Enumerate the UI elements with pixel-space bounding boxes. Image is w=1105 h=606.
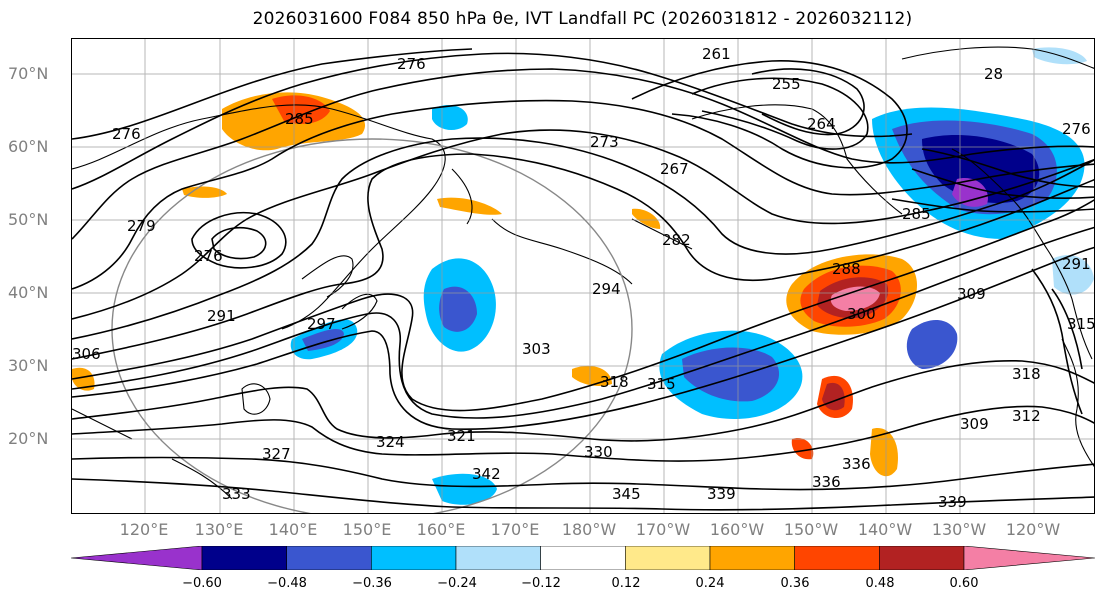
- colorbar-tick: −0.12: [521, 576, 561, 591]
- landfall-domain-circle: [111, 138, 633, 513]
- contour-label: 312: [1012, 407, 1041, 425]
- colorbar-tick: −0.24: [437, 576, 477, 591]
- map-panel: 276 285 276 261 255 273 267 264 279 276 …: [71, 38, 1095, 514]
- contour-label: 315: [647, 375, 676, 393]
- contour-label: 294: [592, 280, 621, 298]
- contour-label: 282: [662, 231, 691, 249]
- colorbar-segment: [371, 546, 457, 570]
- contour-label: 309: [957, 285, 986, 303]
- lat-label: 60°N: [8, 137, 49, 156]
- gridlines: [72, 39, 1094, 513]
- contour-label: 297: [307, 315, 336, 333]
- contour-label: 327: [262, 445, 291, 463]
- colorbar-tick: 0.36: [780, 576, 810, 591]
- contour-label: 276: [1062, 120, 1091, 138]
- colorbar-tick: −0.36: [352, 576, 392, 591]
- lon-label: 160°W: [709, 520, 765, 539]
- lat-label: 40°N: [8, 283, 49, 302]
- map-canvas: 276 285 276 261 255 273 267 264 279 276 …: [72, 39, 1095, 513]
- colorbar-tick: 0.48: [865, 576, 895, 591]
- lon-label: 180°W: [561, 520, 617, 539]
- lat-label: 70°N: [8, 64, 49, 83]
- lat-label: 50°N: [8, 210, 49, 229]
- contour-label: 279: [127, 217, 156, 235]
- lon-label: 150°E: [342, 520, 392, 539]
- contour-label: 285: [285, 110, 314, 128]
- contour-label: 300: [847, 305, 876, 323]
- contour-label: 330: [584, 443, 613, 461]
- lat-label: 20°N: [8, 429, 49, 448]
- contour-label: 345: [612, 485, 641, 503]
- contour-label: 315: [1067, 315, 1095, 333]
- contour-label: 255: [772, 75, 801, 93]
- contour-label: 261: [702, 45, 731, 63]
- lon-label: 120°E: [119, 520, 169, 539]
- contour-label: 321: [447, 427, 476, 445]
- contour-label: 303: [522, 340, 551, 358]
- colorbar-segment: [71, 546, 203, 570]
- lat-label: 30°N: [8, 356, 49, 375]
- contour-label: 336: [842, 455, 871, 473]
- colorbar-tick: −0.48: [267, 576, 307, 591]
- theta-e-contours: [72, 48, 1094, 511]
- contour-label: 273: [590, 133, 619, 151]
- colorbar-segment: [625, 546, 711, 570]
- contour-label: 309: [960, 415, 989, 433]
- ivt-pc-shading: [72, 47, 1094, 505]
- contour-label: 288: [832, 260, 861, 278]
- colorbar-tick: 0.24: [695, 576, 725, 591]
- colorbar-segment: [879, 546, 965, 570]
- colorbar-segment: [794, 546, 880, 570]
- colorbar-segment: [455, 546, 541, 570]
- colorbar-segment: [286, 546, 372, 570]
- contour-label: 264: [807, 115, 836, 133]
- contour-label: 318: [600, 373, 629, 391]
- colorbar-segment: [963, 546, 1095, 570]
- figure-title: 2026031600 F084 850 hPa θe, IVT Landfall…: [252, 9, 913, 29]
- contour-label: 339: [707, 485, 736, 503]
- lon-label: 150°W: [783, 520, 839, 539]
- coastlines: [72, 46, 1094, 500]
- lon-label: 130°W: [931, 520, 987, 539]
- lon-label: 160°E: [416, 520, 466, 539]
- contour-label: 276: [194, 247, 223, 265]
- contour-label: 339: [938, 493, 967, 511]
- contour-label: 285: [902, 205, 931, 223]
- contour-label: 28: [984, 65, 1003, 83]
- contour-label: 291: [1062, 255, 1091, 273]
- contour-label: 276: [112, 125, 141, 143]
- colorbar-segment: [709, 546, 795, 570]
- colorbar: [71, 546, 1095, 570]
- contour-label: 342: [472, 465, 501, 483]
- lon-label: 140°E: [268, 520, 318, 539]
- contour-label: 267: [660, 160, 689, 178]
- contour-label: 336: [812, 473, 841, 491]
- colorbar-segment: [201, 546, 287, 570]
- colorbar-tick: 0.12: [611, 576, 641, 591]
- lon-label: 170°W: [635, 520, 691, 539]
- colorbar-segment: [540, 546, 626, 570]
- contour-label: 324: [376, 433, 405, 451]
- colorbar-tick: −0.60: [182, 576, 222, 591]
- contour-label: 276: [397, 55, 426, 73]
- contour-label: 306: [72, 345, 101, 363]
- lon-label: 170°E: [490, 520, 540, 539]
- lon-label: 130°E: [194, 520, 244, 539]
- contour-label: 318: [1012, 365, 1041, 383]
- lon-label: 120°W: [1005, 520, 1061, 539]
- lon-label: 140°W: [857, 520, 913, 539]
- contour-label: 333: [222, 485, 251, 503]
- colorbar-tick: 0.60: [949, 576, 979, 591]
- contour-labels: 276 285 276 261 255 273 267 264 279 276 …: [72, 45, 1095, 511]
- contour-label: 291: [207, 307, 236, 325]
